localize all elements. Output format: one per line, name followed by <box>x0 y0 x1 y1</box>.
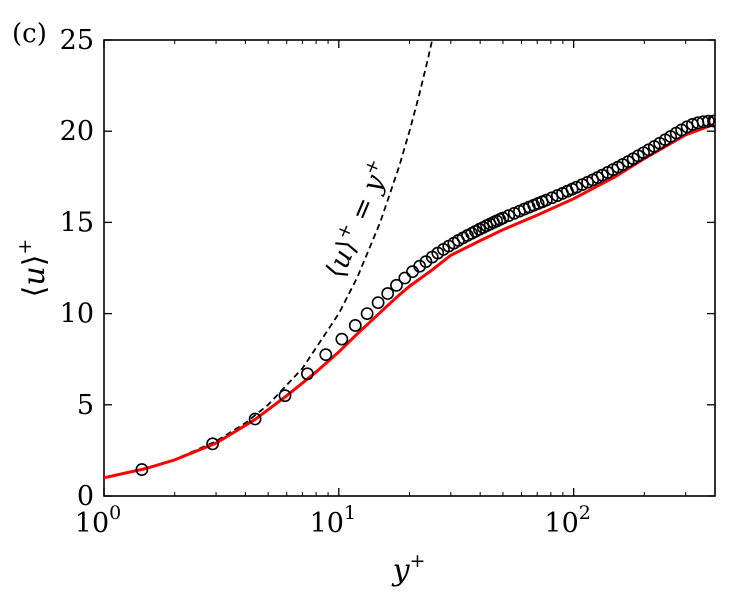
red-profile-line <box>104 122 715 480</box>
y-tick-label: 10 <box>60 299 94 330</box>
profile-marker <box>278 389 292 403</box>
profile-marker <box>496 211 510 225</box>
profile-marker <box>301 367 314 381</box>
y-tick-label: 20 <box>60 116 94 147</box>
x-axis-label: y+ <box>391 550 426 588</box>
y-tick-label: 15 <box>60 207 94 238</box>
dashed-line-annotation: ⟨u⟩+ = y+ <box>317 156 397 283</box>
plot-frame <box>103 39 716 497</box>
axis-ticks: 100 101 102 0 5 10 15 20 25 <box>60 25 716 539</box>
profile-marker <box>248 412 262 426</box>
profile-marker <box>708 114 715 128</box>
profile-marker <box>539 193 553 207</box>
profile-marker <box>702 114 715 128</box>
x-tick-label: 101 <box>310 502 356 539</box>
profile-marker <box>206 437 219 451</box>
profile-marker <box>381 287 395 300</box>
profile-marker <box>371 296 385 310</box>
y-axis-label: ⟨u⟩+ <box>14 239 52 298</box>
profile-marker <box>360 307 374 320</box>
profile-marker <box>335 332 349 346</box>
y-tick-label: 5 <box>77 390 94 421</box>
profile-marker <box>398 271 412 285</box>
profile-marker <box>570 180 583 194</box>
plot-marks <box>104 40 715 480</box>
panel-label: (c) <box>12 19 47 49</box>
profile-marker <box>502 209 516 223</box>
profile-marker <box>390 278 403 292</box>
y-tick-label: 25 <box>60 25 94 56</box>
y-tick-label: 0 <box>77 481 94 512</box>
profile-marker <box>135 463 149 476</box>
profile-marker <box>319 348 333 362</box>
x-tick-label: 100 <box>75 502 121 539</box>
x-tick-label: 102 <box>544 502 590 539</box>
profile-marker <box>348 319 362 332</box>
